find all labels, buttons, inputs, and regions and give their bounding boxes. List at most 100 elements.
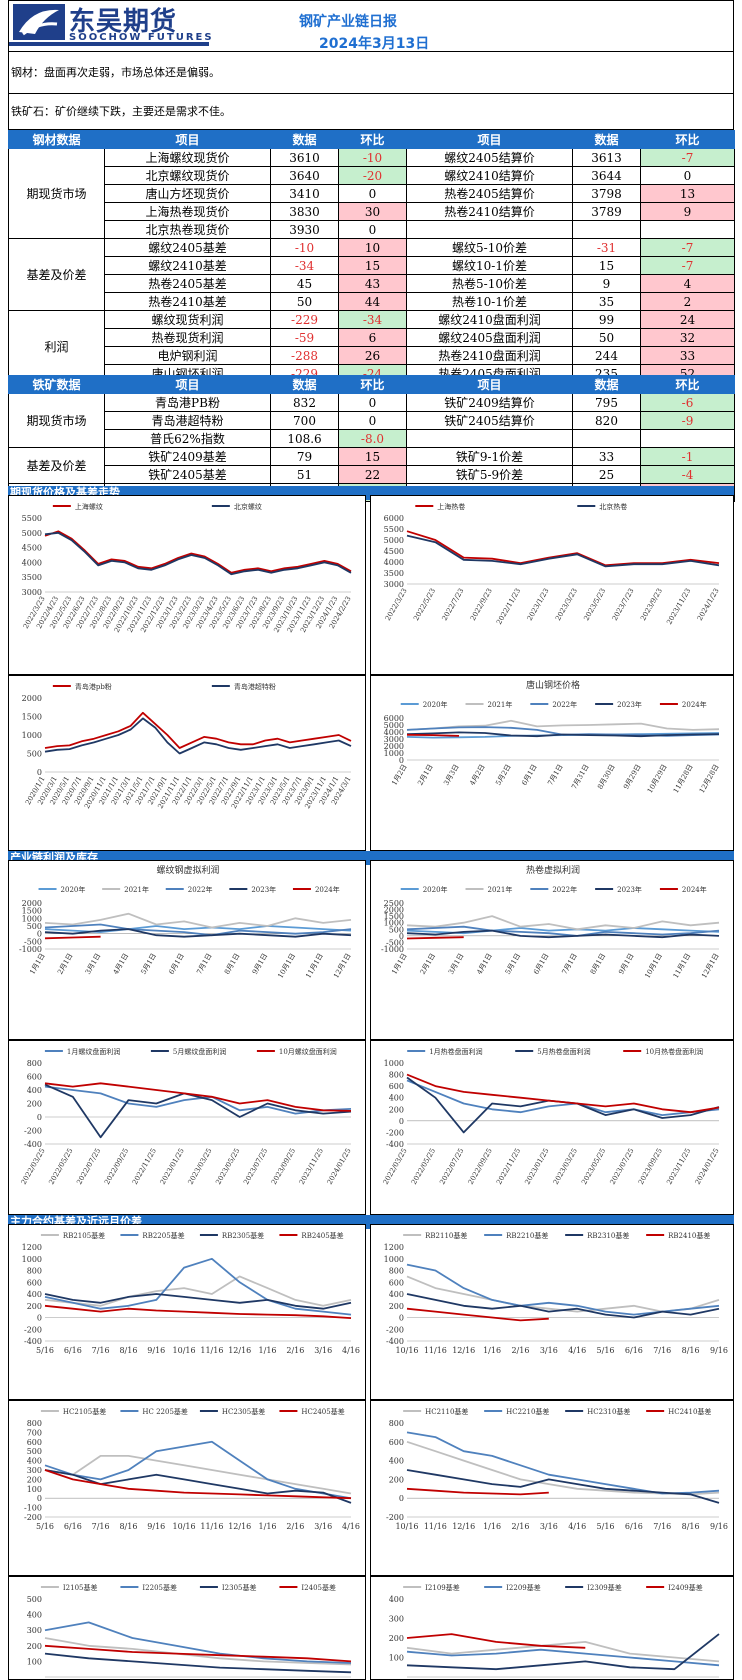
item-value: 108.6 — [270, 429, 339, 448]
ore-data-table: 铁矿数据 项目 数据 环比 项目 数据 环比 期现货市场 青岛港PB粉 832 0 铁矿2409结算价… — [8, 375, 735, 502]
chart-panel-rebar-spot: 上海螺纹 北京螺纹 5500 5000 4500 4000 3500 3000 2022/3/2… — [8, 495, 366, 675]
item-value: 3613 — [572, 148, 641, 167]
item-change: 24 — [640, 310, 735, 329]
x-tick-label: 11/16 — [200, 1346, 223, 1355]
table-row: 期现货市场 青岛港PB粉 832 0 铁矿2409结算价 795 -6 — [8, 393, 735, 448]
series-line-1 — [44, 530, 352, 574]
report-date: 2024年3月13日 — [319, 36, 430, 52]
y-tick-label: 600 — [27, 1438, 42, 1447]
chart-panel-qingdao-ore: 青岛港pb粉 青岛港超特粉 2000 1500 1000 500 0 2020/1/1 2020… — [8, 675, 366, 851]
x-tick-label: 2022/3/23 — [384, 587, 409, 622]
item-value: 99 — [572, 310, 641, 329]
series-line-2 — [406, 1263, 720, 1316]
legend-label: HC2305基差 — [222, 1407, 265, 1416]
item-change: 15 — [338, 256, 407, 275]
legend-label: 5月热卷盘面利润 — [537, 1047, 590, 1056]
y-tick-label: 700 — [27, 1428, 42, 1437]
x-tick-label: 3/16 — [540, 1346, 558, 1355]
series-line-1 — [44, 1455, 352, 1495]
y-tick-label: 0 — [399, 756, 404, 765]
x-tick-label: 6/16 — [64, 1346, 82, 1355]
x-tick-label: 3月3日 — [442, 763, 460, 787]
x-tick-label: 2023/01/25 — [523, 1147, 550, 1186]
x-tick-label: 1月1日 — [390, 952, 408, 976]
item-value: -10 — [270, 238, 339, 257]
legend-label: 2022年 — [552, 885, 577, 894]
item-change: 43 — [338, 274, 407, 293]
x-tick-label: 8月1日 — [223, 952, 241, 976]
item-value: -229 — [270, 310, 339, 329]
item-name: 热卷5-10价差 — [406, 274, 573, 293]
series-line-4 — [406, 1487, 549, 1496]
x-tick-label: 2023/3/23 — [554, 587, 579, 622]
y-tick-label: 1500 — [384, 912, 404, 921]
y-tick-label: 400 — [389, 1094, 404, 1103]
table-row: 北京螺纹现货价 3640 -20 螺纹2410结算价 3644 0 — [9, 166, 735, 185]
x-tick-label: 11/16 — [200, 1522, 223, 1531]
x-tick-label: 2023/07/25 — [609, 1147, 636, 1186]
legend-label: RB2110基差 — [425, 1231, 467, 1240]
y-tick-label: 1000 — [22, 731, 42, 740]
chart-panel-hrc-disk-profit: 1月热卷盘面利润 5月热卷盘面利润 10月热卷盘面利润 1000 800 600 400 20… — [370, 1040, 734, 1215]
x-tick-label: 8/16 — [119, 1522, 137, 1531]
x-tick-label: 2023/01/25 — [159, 1147, 186, 1186]
series-line-3 — [44, 1293, 352, 1310]
y-tick-label: -200 — [24, 1127, 42, 1136]
item-change: -7 — [640, 238, 735, 257]
chart-panel-rebar-profit: 螺纹钢虚拟利润 2020年 2021年 2022年 2023年 2024年 2000 1500… — [8, 860, 366, 1040]
table-row: 利润 螺纹现货利润 -229 -34 螺纹2410盘面利润 99 24 — [8, 310, 735, 383]
item-name: 普氏62%指数 — [104, 429, 271, 448]
y-tick-label: 2000 — [384, 906, 404, 915]
legend-label: RB2210基差 — [506, 1231, 548, 1240]
y-tick-label: 600 — [27, 1073, 42, 1082]
x-tick-label: 8/16 — [682, 1346, 700, 1355]
series-line-3 — [44, 1082, 352, 1112]
item-value: 3640 — [270, 166, 339, 185]
item-name: 螺纹2405盘面利润 — [406, 328, 573, 347]
y-tick-label: 200 — [389, 1105, 404, 1114]
x-tick-label: 1/16 — [483, 1522, 501, 1531]
series-line-1 — [406, 1079, 720, 1116]
series-line-1 — [406, 1440, 720, 1496]
header-data: 数据 — [572, 130, 641, 149]
y-tick-label: -400 — [24, 1140, 42, 1149]
item-name — [406, 220, 573, 239]
y-tick-label: 800 — [27, 1059, 42, 1068]
item-name: 热卷2405基差 — [104, 274, 271, 293]
y-tick-label: 200 — [27, 1302, 42, 1311]
x-tick-label: 8月30日 — [596, 763, 617, 791]
x-tick-label: 9/16 — [710, 1346, 728, 1355]
item-change: 0 — [338, 184, 407, 203]
y-tick-label: 1500 — [22, 907, 42, 916]
x-tick-label: 12月1日 — [332, 952, 353, 980]
chart-panel-i09-basis: I2109基差 I2209基差 I2309基差 I2409基差 400 300 200 100 — [370, 1576, 734, 1680]
x-tick-label: 1月2日 — [390, 763, 408, 787]
legend-label: 1月热卷盘面利润 — [429, 1047, 482, 1056]
item-name: 螺纹2410盘面利润 — [406, 310, 573, 329]
y-tick-label: 1500 — [22, 713, 42, 722]
series-line-4 — [44, 1469, 352, 1500]
x-tick-label: 12/16 — [452, 1346, 475, 1355]
logo-chinese-name: 东吴期货 — [69, 7, 178, 37]
y-tick-label: 4000 — [22, 558, 42, 567]
y-tick-label: 500 — [27, 750, 42, 759]
legend-label: I2109基差 — [425, 1583, 460, 1592]
header-change: 环比 — [640, 130, 735, 149]
x-tick-label: 4月1日 — [112, 952, 130, 976]
item-value: 9 — [572, 274, 641, 293]
x-tick-label: 9/16 — [710, 1522, 728, 1531]
item-name: 电炉钢利润 — [104, 346, 271, 365]
y-tick-label: 600 — [389, 1278, 404, 1287]
table-row: 热卷现货利润 -59 6 螺纹2405盘面利润 50 32 — [9, 328, 735, 347]
item-change: 22 — [338, 465, 407, 484]
x-tick-label: 6月1日 — [532, 952, 550, 976]
x-tick-label: 2/16 — [286, 1346, 304, 1355]
y-tick-label: 0 — [37, 1113, 42, 1122]
x-tick-label: 9月1日 — [251, 952, 269, 976]
item-change: -9 — [640, 411, 735, 430]
logo-english-name: SOOCHOW FUTURES — [69, 32, 214, 43]
y-tick-label: 300 — [27, 1626, 42, 1635]
item-name: 热卷2410盘面利润 — [406, 346, 573, 365]
y-tick-label: 6000 — [384, 714, 404, 723]
x-tick-label: 11月1日 — [304, 952, 325, 980]
